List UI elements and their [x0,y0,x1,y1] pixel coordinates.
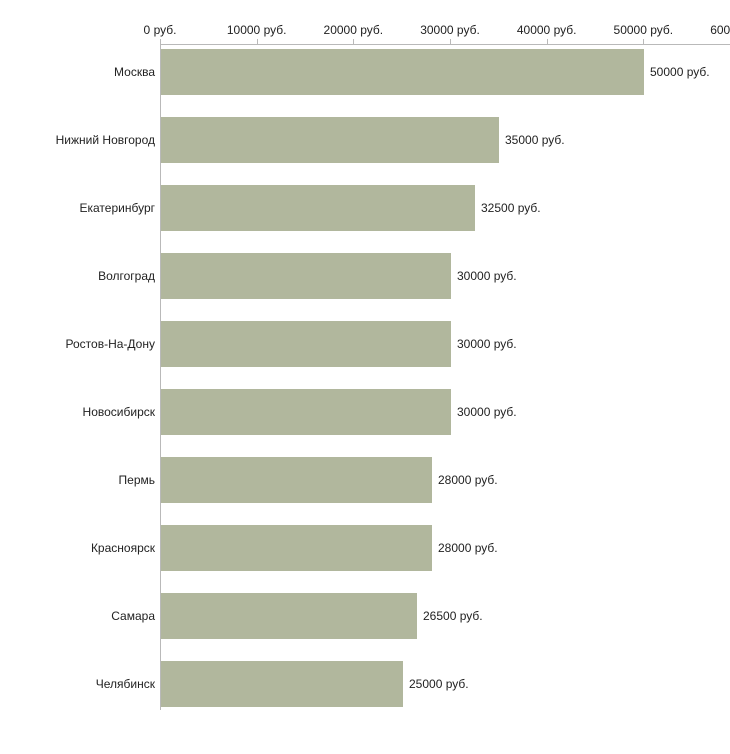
x-tick-mark [643,39,645,44]
category-label: Ростов-На-Дону [65,337,155,351]
x-tick-mark [256,39,258,44]
bar [161,661,403,707]
x-tick-label: 30000 руб. [420,23,480,37]
x-tick-mark [160,39,161,44]
bar [161,49,644,95]
x-tick-mark [353,39,355,44]
category-label: Красноярск [90,541,155,555]
x-axis-line [160,44,730,45]
value-label: 32500 руб. [481,201,541,215]
bar [161,321,451,367]
salary-bar-chart: 0 руб. 10000 руб. 20000 руб. 30000 руб. 4000… [40,12,730,742]
value-label: 28000 руб. [438,541,498,555]
x-tick-label: 10000 руб. [226,23,287,37]
bar [161,117,499,163]
category-label: Нижний Новгород [55,133,155,147]
bar [161,457,432,503]
x-tick-label: 60000 руб. [710,23,730,37]
x-tick-label: 0 руб. [143,23,177,37]
value-label: 50000 руб. [650,65,710,79]
value-label: 35000 руб. [505,133,565,147]
category-label: Новосибирск [82,405,155,419]
x-tick-label: 20000 руб. [323,23,384,37]
y-axis-line [160,44,161,710]
category-label: Самара [111,609,155,623]
category-label: Волгоград [98,269,155,283]
value-label: 25000 руб. [409,677,469,691]
value-label: 30000 руб. [457,405,517,419]
category-label: Челябинск [95,677,155,691]
value-label: 30000 руб. [457,337,517,351]
bar [161,389,451,435]
value-label: 30000 руб. [457,269,517,283]
value-label: 26500 руб. [423,609,483,623]
category-label: Москва [114,65,155,79]
category-label: Пермь [118,473,155,487]
x-tick-label: 50000 руб. [613,23,674,37]
bar [161,525,432,571]
bar [161,253,451,299]
x-tick-mark [546,39,548,44]
bar [161,185,475,231]
category-label: Екатеринбург [79,201,156,215]
value-label: 28000 руб. [438,473,498,487]
x-tick-mark [450,39,451,44]
x-tick-label: 40000 руб. [516,23,577,37]
bar [161,593,417,639]
